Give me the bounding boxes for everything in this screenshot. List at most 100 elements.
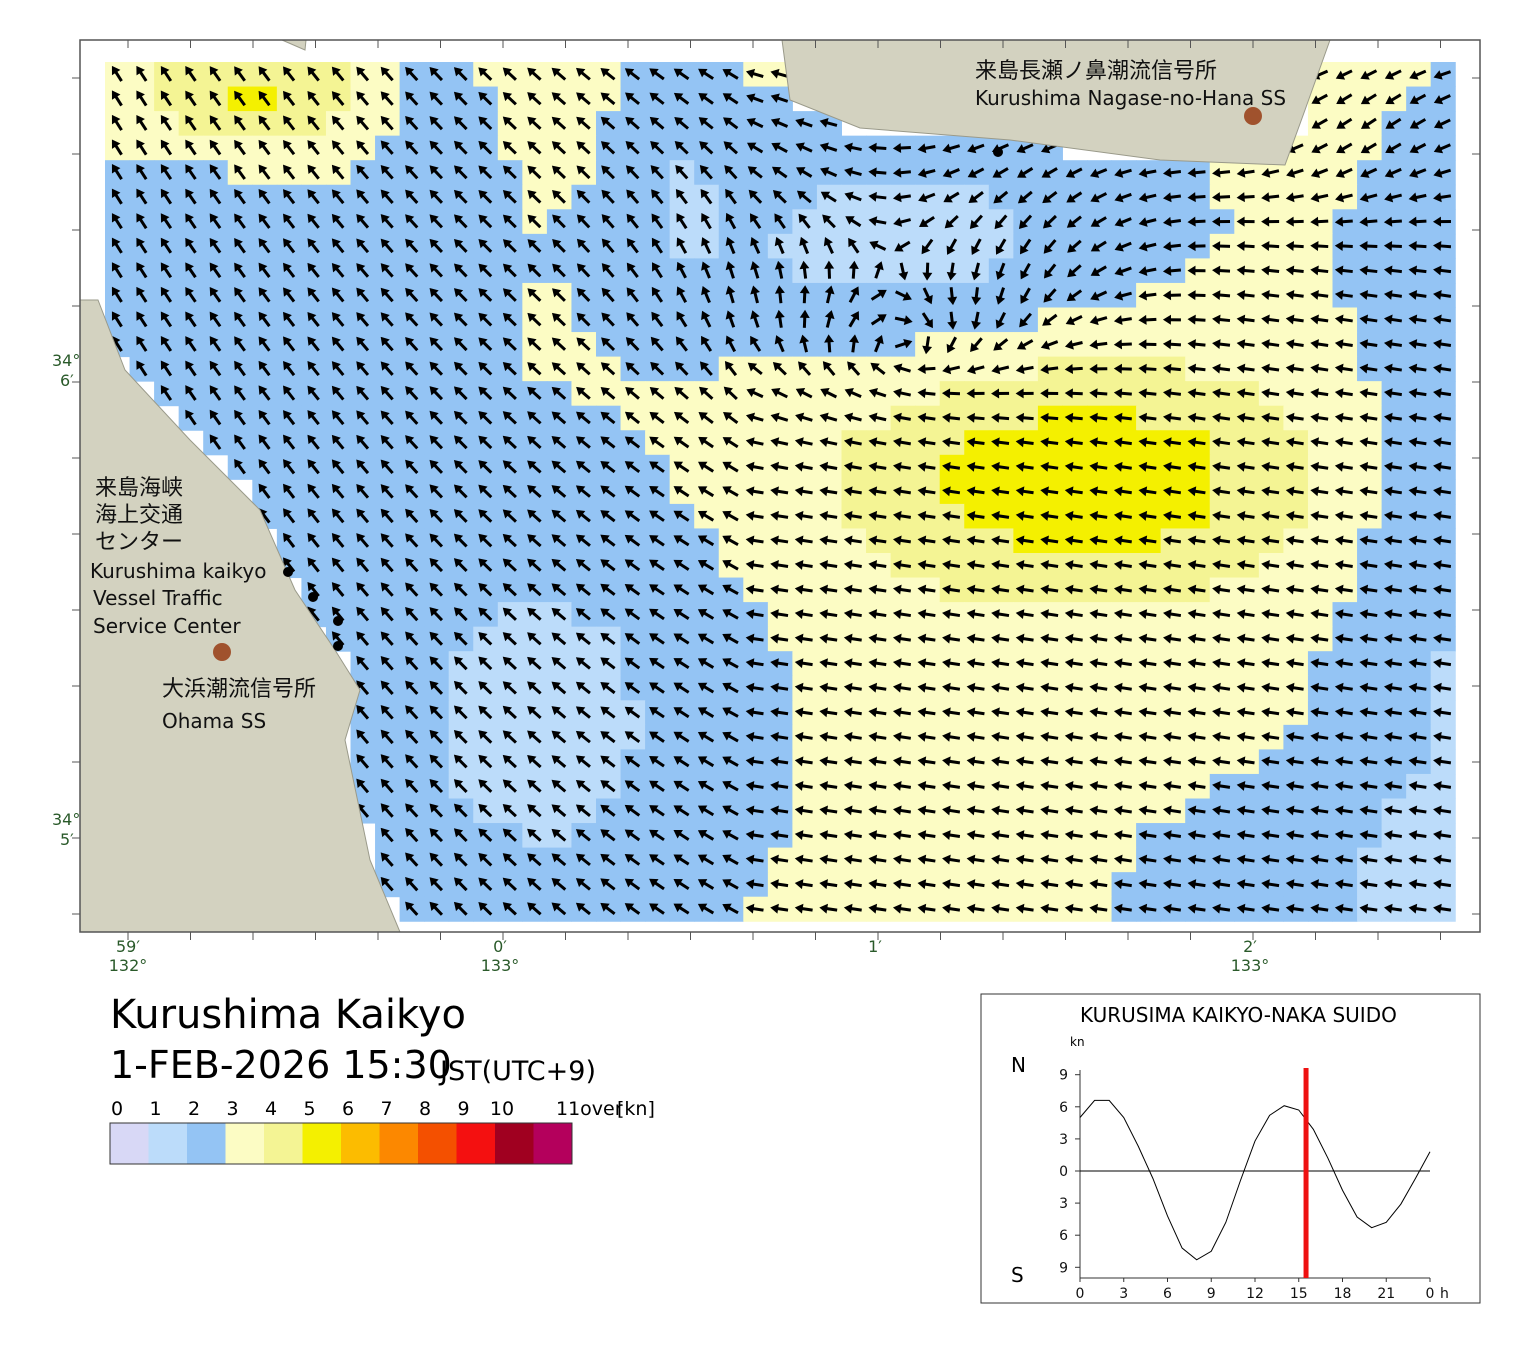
current-arrow: [527, 141, 542, 155]
arrow-head: [576, 141, 586, 151]
arrow-shaft: [310, 217, 320, 229]
current-arrow: [675, 189, 688, 205]
current-arrow: [725, 188, 737, 205]
arrow-head: [405, 116, 415, 126]
current-arrow: [971, 238, 982, 255]
current-arrow: [283, 189, 296, 205]
arrow-head: [478, 116, 488, 126]
arrow-head: [576, 92, 586, 102]
arrow-shaft: [506, 144, 517, 155]
arrow-head: [209, 164, 219, 174]
current-arrow: [283, 90, 296, 107]
current-arrow: [283, 262, 296, 278]
arrow-head: [1310, 192, 1320, 203]
arrow-head: [502, 116, 513, 126]
current-arrow: [453, 238, 468, 253]
arrow-shaft: [1291, 143, 1304, 151]
current-arrow: [527, 116, 542, 130]
current-arrow: [649, 68, 665, 81]
arrow-head: [453, 67, 464, 77]
arrow-head: [258, 164, 268, 174]
current-arrow: [160, 237, 173, 254]
arrow-head: [892, 167, 902, 178]
current-arrow: [160, 262, 173, 279]
current-arrow: [331, 91, 345, 106]
current-arrow: [258, 213, 271, 229]
current-arrow: [307, 164, 320, 180]
arrow-shaft: [506, 242, 517, 253]
arrow-shaft: [138, 94, 148, 107]
arrow-shaft: [751, 144, 764, 154]
current-arrow: [1017, 190, 1033, 204]
current-arrow: [1162, 167, 1182, 178]
arrow-shaft: [138, 143, 148, 156]
current-arrow: [527, 190, 542, 204]
current-arrow: [649, 92, 665, 105]
current-arrow: [405, 140, 419, 155]
arrow-head: [185, 139, 194, 150]
arrow-shaft: [604, 119, 616, 130]
arrow-head: [917, 168, 927, 178]
arrow-shaft: [310, 242, 320, 254]
arrow-head: [969, 219, 979, 230]
arrow-shaft: [997, 238, 1007, 251]
arrow-shaft: [726, 70, 739, 80]
current-arrow: [626, 238, 639, 254]
arrow-shaft: [604, 70, 616, 81]
current-arrow: [136, 262, 148, 279]
arrow-head: [650, 165, 660, 175]
arrow-head: [1311, 144, 1321, 154]
arrow-shaft: [826, 241, 834, 255]
arrow-shaft: [727, 217, 737, 230]
arrow-shaft: [629, 193, 640, 205]
current-arrow: [380, 140, 394, 155]
arrow-head: [649, 116, 660, 126]
arrow-shaft: [138, 241, 148, 254]
arrow-shaft: [1389, 117, 1402, 127]
arrow-head: [502, 91, 513, 102]
arrow-head: [576, 189, 586, 200]
arrow-shaft: [1438, 244, 1452, 249]
arrow-head: [527, 214, 537, 224]
arrow-head: [650, 141, 660, 151]
current-arrow: [1016, 143, 1034, 154]
arrow-head: [723, 117, 733, 127]
arrow-head: [747, 142, 757, 152]
arrow-head: [746, 93, 756, 103]
current-arrow: [1138, 241, 1157, 252]
current-arrow: [1409, 168, 1427, 178]
current-arrow: [1019, 238, 1032, 255]
arrow-head: [745, 68, 756, 79]
arrow-head: [626, 213, 636, 224]
arrow-head: [1285, 192, 1295, 203]
arrow-shaft: [775, 96, 789, 103]
current-arrow: [1433, 70, 1452, 80]
arrow-head: [160, 213, 170, 223]
arrow-head: [160, 65, 170, 76]
current-arrow: [1114, 192, 1132, 203]
arrow-shaft: [113, 266, 123, 279]
arrow-head: [796, 190, 807, 200]
current-arrow: [1017, 167, 1034, 178]
current-arrow: [917, 143, 936, 154]
current-arrow: [307, 262, 320, 278]
arrow-shaft: [849, 169, 862, 177]
arrow-head: [868, 191, 877, 202]
arrow-shaft: [604, 217, 615, 229]
current-arrow: [234, 262, 246, 279]
current-arrow: [749, 213, 762, 230]
arrow-head: [1433, 192, 1442, 203]
arrow-shaft: [334, 94, 345, 106]
arrow-head: [1090, 218, 1101, 227]
current-arrow: [185, 139, 197, 156]
current-arrow: [552, 239, 566, 253]
arrow-head: [1163, 216, 1172, 227]
arrow-shaft: [555, 144, 567, 155]
arrow-head: [380, 91, 390, 101]
current-arrow: [258, 115, 271, 131]
current-arrow: [551, 67, 567, 81]
arrow-head: [1066, 218, 1077, 228]
current-arrow: [673, 68, 690, 81]
arrow-head: [725, 188, 734, 199]
arrow-head: [1285, 241, 1294, 251]
